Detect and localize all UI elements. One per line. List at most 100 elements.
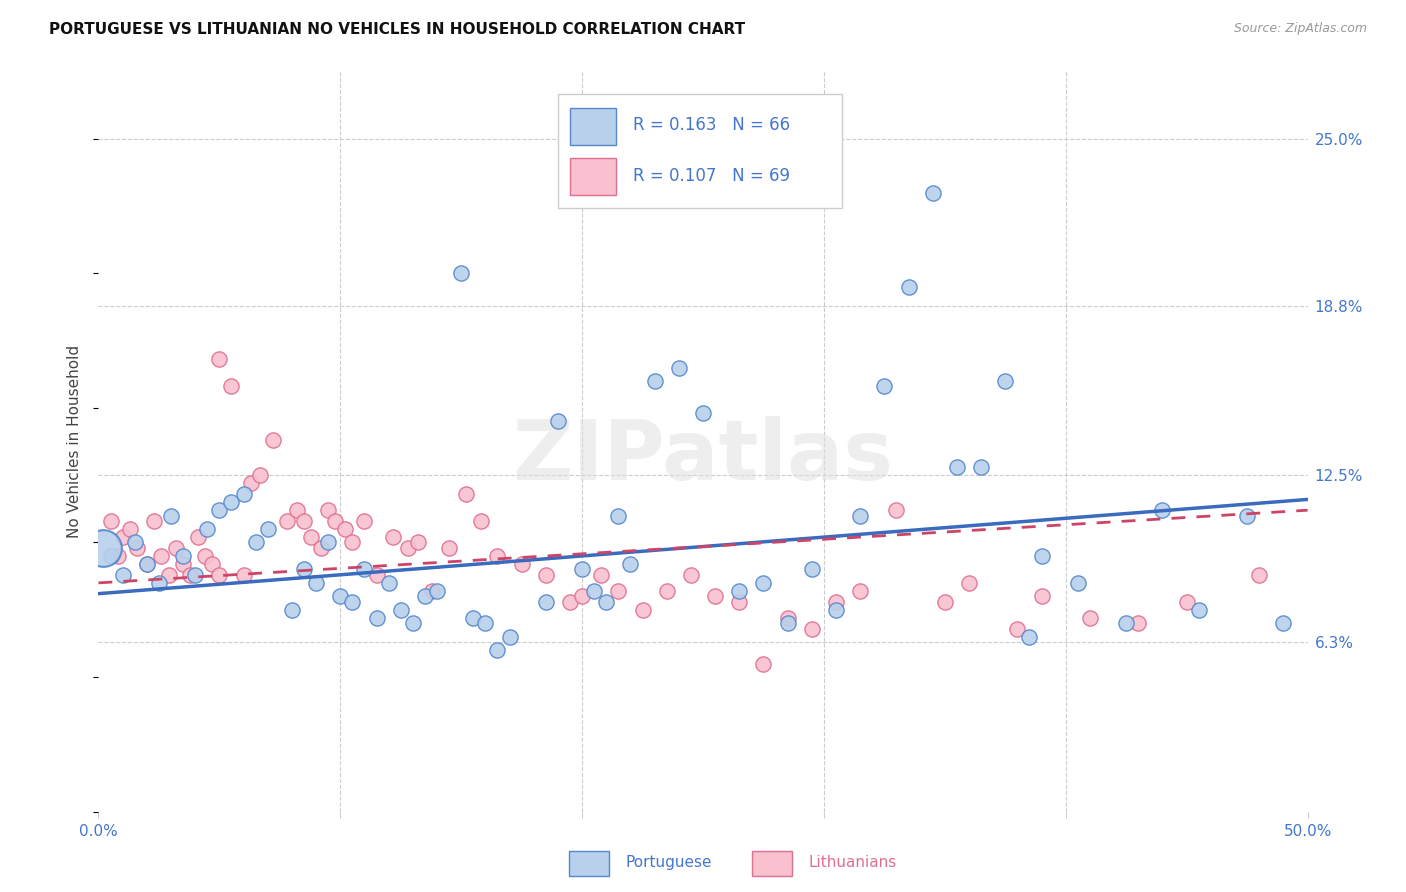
Point (396, 541, 419, 555)
Point (325, 514, 347, 528)
Point (454, 487, 477, 501)
Point (886, 503, 908, 517)
Point (111, 567, 134, 582)
Point (1236, 508, 1258, 523)
Point (281, 603, 304, 617)
Point (342, 595, 364, 609)
Point (921, 186, 943, 200)
Point (1031, 549, 1053, 563)
Point (135, 557, 157, 571)
Point (316, 503, 339, 517)
Point (571, 590, 593, 604)
Point (292, 562, 315, 576)
Point (679, 567, 702, 582)
Point (150, 549, 173, 563)
Point (413, 590, 436, 604)
Point (474, 616, 496, 631)
Point (534, 595, 557, 609)
Point (1067, 575, 1090, 590)
Point (221, 379, 243, 393)
Point (486, 549, 509, 563)
Point (1115, 616, 1137, 631)
Point (486, 643, 509, 657)
Point (692, 406, 714, 420)
Point (1188, 603, 1211, 617)
Point (353, 562, 375, 576)
Point (752, 657, 775, 671)
Point (450, 266, 472, 280)
Point (426, 584, 449, 599)
Point (194, 549, 217, 563)
Point (619, 557, 641, 571)
Point (1007, 622, 1029, 636)
Point (406, 535, 429, 549)
Point (124, 535, 146, 549)
Point (873, 379, 896, 393)
Point (1272, 616, 1295, 631)
Point (232, 487, 254, 501)
Point (208, 503, 231, 517)
Point (752, 575, 775, 590)
Point (118, 522, 141, 536)
Point (849, 584, 872, 599)
Point (558, 595, 581, 609)
Point (127, 541, 149, 555)
Point (245, 535, 267, 549)
Text: R = 0.163   N = 66: R = 0.163 N = 66 (633, 117, 790, 135)
Point (668, 360, 690, 375)
Point (607, 584, 630, 599)
Point (221, 495, 243, 509)
Point (825, 603, 848, 617)
Point (148, 575, 170, 590)
Point (728, 584, 751, 599)
Point (100, 549, 122, 563)
Point (232, 567, 254, 582)
Point (366, 567, 388, 582)
Point (776, 611, 799, 625)
Text: R = 0.107   N = 69: R = 0.107 N = 69 (633, 168, 790, 186)
Point (957, 575, 980, 590)
Point (91, 541, 114, 555)
Point (172, 549, 194, 563)
Point (437, 541, 460, 555)
Point (305, 575, 328, 590)
Point (534, 567, 557, 582)
Point (179, 567, 201, 582)
Point (1078, 611, 1101, 625)
Point (172, 557, 194, 571)
FancyBboxPatch shape (569, 158, 616, 195)
Point (276, 514, 298, 528)
Point (143, 514, 166, 528)
FancyBboxPatch shape (569, 109, 616, 145)
Point (800, 562, 823, 576)
Point (353, 514, 375, 528)
Point (595, 595, 617, 609)
Point (897, 279, 920, 293)
Point (389, 603, 412, 617)
Point (644, 374, 666, 388)
Point (825, 595, 848, 609)
Point (107, 549, 129, 563)
Point (1175, 595, 1198, 609)
Point (607, 508, 630, 523)
Point (256, 522, 278, 536)
Point (655, 584, 678, 599)
Point (402, 616, 425, 631)
Point (510, 557, 533, 571)
Point (631, 603, 654, 617)
Point (195, 522, 218, 536)
Text: PORTUGUESE VS LITHUANIAN NO VEHICLES IN HOUSEHOLD CORRELATION CHART: PORTUGUESE VS LITHUANIAN NO VEHICLES IN … (49, 22, 745, 37)
Point (184, 567, 207, 582)
Point (285, 503, 308, 517)
Point (934, 595, 956, 609)
Point (160, 508, 183, 523)
Text: ZIPatlas: ZIPatlas (513, 416, 893, 497)
Point (547, 414, 569, 428)
Point (342, 535, 364, 549)
Point (470, 514, 492, 528)
Point (333, 522, 356, 536)
Point (1249, 567, 1271, 582)
Point (728, 595, 751, 609)
Point (292, 514, 315, 528)
Point (309, 541, 332, 555)
